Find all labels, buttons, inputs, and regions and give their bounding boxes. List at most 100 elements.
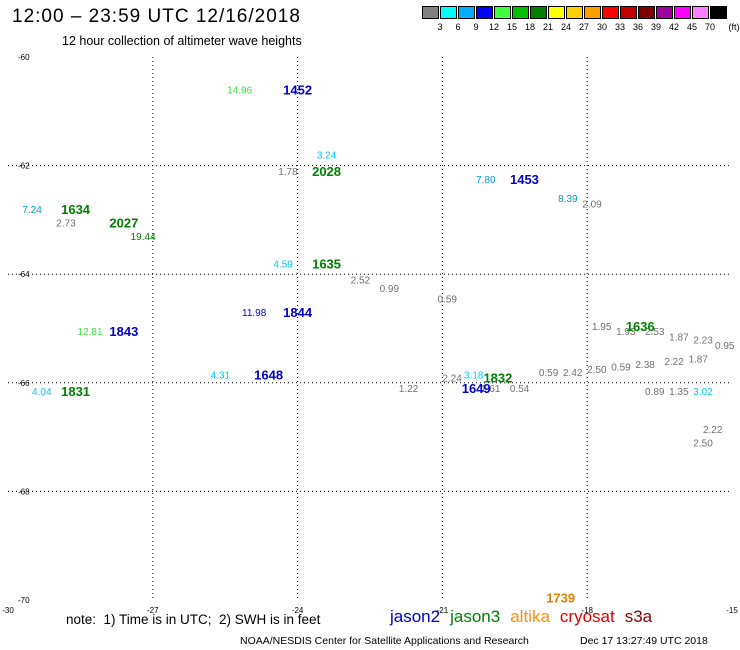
swh-value: 4.31 [211, 371, 231, 382]
y-tick-label: -64 [18, 270, 30, 279]
colorbar-swatch [710, 6, 727, 19]
swh-value: 1.87 [688, 354, 708, 365]
pass-time-label: 1649 [462, 381, 491, 396]
legend-altika: altika [510, 607, 550, 626]
colorbar-unit: (ft) [728, 22, 740, 32]
swh-value: 1.78 [278, 167, 298, 178]
colorbar-label: 30 [596, 22, 607, 32]
y-tick-label: -68 [18, 487, 30, 496]
colorbar-label: 3 [437, 22, 443, 32]
y-tick-label: -70 [18, 596, 30, 605]
colorbar-swatch [422, 6, 439, 19]
colorbar-label: 12 [488, 22, 499, 32]
swh-value: 2.22 [664, 357, 684, 368]
colorbar-swatch [530, 6, 547, 19]
colorbar-swatch [476, 6, 493, 19]
colorbar-swatch [440, 6, 457, 19]
y-tick-label: -66 [18, 379, 30, 388]
colorbar-swatch [512, 6, 529, 19]
y-tick-label: -60 [18, 53, 30, 62]
colorbar-swatch [494, 6, 511, 19]
colorbar-label: 18 [524, 22, 535, 32]
colorbar-label: 27 [578, 22, 589, 32]
x-tick-label: -15 [726, 606, 738, 615]
swh-value: 3.02 [693, 387, 713, 398]
pass-time-label: 2028 [312, 164, 341, 179]
y-tick-label: -62 [18, 162, 30, 171]
pass-time-label: 1832 [483, 370, 512, 385]
swh-value: 11.98 [242, 308, 267, 319]
colorbar-label: 36 [632, 22, 643, 32]
pass-time-label: 1634 [61, 202, 91, 217]
legend-jason3: jason3 [450, 607, 501, 626]
pass-time-label: 1635 [312, 256, 341, 271]
legend-jason2: jason2 [390, 607, 441, 626]
swh-value: 1.87 [669, 333, 689, 344]
colorbar-label: 33 [614, 22, 625, 32]
swh-value: 0.89 [645, 387, 665, 398]
pass-time-label: 2027 [109, 216, 138, 231]
swh-value: 0.54 [510, 384, 530, 395]
swh-value: 14.96 [227, 86, 252, 97]
generation-timestamp: Dec 17 13:27:49 UTC 2018 [580, 635, 708, 647]
footer-note: note: 1) Time is in UTC; 2) SWH is in fe… [66, 612, 321, 627]
colorbar-swatch [458, 6, 475, 19]
colorbar-swatch [566, 6, 583, 19]
colorbar-label: 24 [560, 22, 571, 32]
colorbar-label: 39 [650, 22, 661, 32]
colorbar-label: 42 [668, 22, 679, 32]
colorbar-swatch [548, 6, 565, 19]
chart-subtitle: 12 hour collection of altimeter wave hei… [62, 34, 302, 48]
pass-time-label: 1831 [61, 384, 90, 399]
swh-value: 2.09 [582, 200, 602, 211]
x-tick-label: -24 [292, 606, 304, 615]
colorbar-label: 70 [704, 22, 715, 32]
colorbar-label: 45 [686, 22, 697, 32]
colorbar-swatch [638, 6, 655, 19]
colorbar-label: 6 [455, 22, 461, 32]
swh-value: 1.22 [399, 384, 419, 395]
swh-value: 2.50 [587, 365, 607, 376]
swh-value: 0.99 [380, 284, 400, 295]
colorbar-swatch [584, 6, 601, 19]
swh-value: 7.24 [22, 205, 42, 216]
x-tick-label: -21 [437, 606, 449, 615]
pass-time-label: 1453 [510, 172, 539, 187]
pass-time-label: 1739 [546, 590, 575, 605]
pass-time-label: 1844 [283, 305, 313, 320]
swh-value: 0.59 [437, 295, 457, 306]
swh-value: 2.42 [563, 368, 583, 379]
legend-s3a: s3a [624, 607, 653, 626]
satellite-legend: jason2 jason3 altika cryosat s3a [390, 607, 662, 627]
grid-lines [8, 57, 732, 600]
swh-value: 0.59 [611, 363, 631, 374]
swh-value: 3.18 [464, 371, 484, 382]
swh-value: 2.50 [693, 439, 713, 450]
swh-value: 0.59 [539, 368, 559, 379]
colorbar-swatch [602, 6, 619, 19]
colorbar-swatch [620, 6, 637, 19]
swh-value: 2.73 [56, 219, 76, 230]
credit-line: NOAA/NESDIS Center for Satellite Applica… [240, 635, 529, 647]
swh-value: 12.81 [78, 327, 103, 338]
colorbar-label: 21 [542, 22, 553, 32]
colorbar-label: 15 [506, 22, 517, 32]
swh-value: 8.39 [558, 194, 578, 205]
x-tick-label: -30 [2, 606, 14, 615]
colorbar-swatch [674, 6, 691, 19]
swh-value: 0.95 [715, 341, 735, 352]
swh-value: 2.52 [351, 276, 371, 287]
pass-time-label: 1452 [283, 83, 312, 98]
swh-value: 2.38 [635, 360, 655, 371]
pass-time-label: 1843 [109, 324, 138, 339]
swh-value: 4.04 [32, 387, 52, 398]
chart-title: 12:00 – 23:59 UTC 12/16/2018 [12, 6, 301, 27]
colorbar-label: 9 [473, 22, 479, 32]
swh-value: 3.24 [317, 151, 337, 162]
swh-value: 2.22 [703, 425, 723, 436]
pass-time-label: 1648 [254, 368, 283, 383]
colorbar-swatch [656, 6, 673, 19]
swh-value: 1.93 [616, 327, 636, 338]
axis-ticks: -30 -27 -24 -21 -18 -15 -60 -62 -64 -66 -68 -70 [2, 53, 738, 615]
